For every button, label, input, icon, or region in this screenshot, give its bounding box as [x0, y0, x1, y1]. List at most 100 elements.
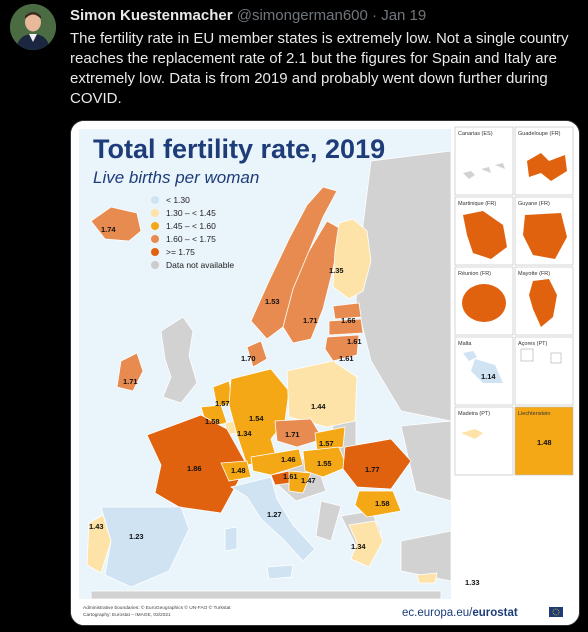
inset-label: Martinique (FR): [458, 201, 496, 207]
inset-acores-frame: [514, 336, 574, 406]
avatar-photo: [10, 4, 56, 50]
country-latvia: [328, 318, 364, 336]
value-liechtenstein: 1.48: [537, 438, 552, 447]
legend-swatch-130-145: [151, 209, 159, 217]
meta-separator: ·: [372, 7, 378, 24]
inset-label: Canarias (ES): [458, 131, 493, 137]
legend-label: Data not available: [166, 260, 234, 270]
inset-label: Mayotte (FR): [518, 271, 550, 277]
value-bulgaria: 1.58: [375, 499, 390, 508]
value-romania: 1.77: [365, 465, 380, 474]
inset-label: Réunion (FR): [458, 271, 491, 277]
map-legend: < 1.30 1.30 – < 1.45 1.45 – < 1.60 1.60 …: [151, 195, 234, 270]
value-labels: 1.74 1.71 1.53 1.71 1.35 1.66 1.61 1.61 …: [89, 225, 480, 587]
tweet-text: The fertility rate in EU member states i…: [70, 30, 569, 107]
country-iceland: [90, 206, 142, 242]
legend-label: < 1.30: [166, 195, 190, 205]
brand-domain: ec.europa.eu/: [402, 607, 473, 619]
martinique-shape: [463, 211, 507, 259]
value-germany: 1.54: [249, 414, 264, 423]
value-poland: 1.44: [311, 402, 326, 411]
value-czechia: 1.71: [285, 430, 300, 439]
value-belgium: 1.58: [205, 417, 220, 426]
map-title: Total fertility rate, 2019: [93, 134, 385, 164]
madeira-shape: [461, 429, 483, 439]
country-france: [146, 414, 248, 514]
island-sardinia: [224, 526, 238, 552]
eu-countries: [86, 186, 438, 588]
inset-label: Guyane (FR): [518, 201, 550, 207]
fertility-map: Total fertility rate, 2019 Live births p…: [71, 121, 579, 625]
value-portugal: 1.43: [89, 522, 104, 531]
value-slovakia: 1.57: [319, 439, 334, 448]
value-sweden: 1.71: [303, 316, 318, 325]
value-hungary: 1.55: [317, 459, 332, 468]
author-name[interactable]: Simon Kuestenmacher: [70, 7, 233, 24]
value-norway: 1.53: [265, 297, 280, 306]
value-austria: 1.46: [281, 455, 296, 464]
legend-swatch-145-160: [151, 222, 159, 230]
mayotte-shape: [529, 279, 557, 327]
legend-swatch-gte175: [151, 248, 159, 256]
country-portugal: [86, 514, 112, 574]
inset-label: Açores (PT): [518, 341, 548, 347]
legend-label: >= 1.75: [166, 247, 195, 257]
guadeloupe-shape: [527, 153, 567, 181]
country-romania: [342, 438, 412, 490]
author-handle[interactable]: @simongerman600: [236, 7, 368, 24]
legend-label: 1.30 – < 1.45: [166, 208, 216, 218]
country-germany: [228, 368, 290, 466]
acores-box: [550, 352, 562, 364]
tweet-media-image[interactable]: Total fertility rate, 2019 Live births p…: [70, 120, 580, 626]
value-malta: 1.14: [481, 372, 496, 381]
eurostat-brand: ec.europa.eu/eurostat: [402, 607, 518, 619]
legend-swatch-lt130: [151, 196, 159, 204]
value-france: 1.86: [187, 464, 202, 473]
inset-label: Liechtenstein: [518, 411, 550, 417]
map-credits-boundaries: Administrative boundaries: © EuroGeograp…: [83, 604, 231, 611]
value-spain: 1.23: [129, 532, 144, 541]
country-austria: [250, 448, 304, 476]
eu-flag-icon: [549, 607, 563, 617]
guyane-shape: [523, 213, 567, 259]
inset-label: Guadeloupe (FR): [518, 131, 561, 137]
country-switzerland: [220, 460, 252, 482]
inset-label: Malta: [458, 341, 472, 347]
non-eu-land: [90, 150, 452, 600]
country-denmark: [246, 340, 268, 368]
reunion-shape: [462, 284, 506, 322]
inset-liechtenstein-frame: [514, 406, 574, 476]
country-finland: [332, 218, 372, 300]
country-cyprus: [416, 572, 438, 584]
country-croatia: [288, 470, 312, 494]
legend-label: 1.60 – < 1.75: [166, 234, 216, 244]
country-norway: [250, 186, 338, 340]
map-subtitle: Live births per woman: [93, 168, 259, 187]
country-spain: [100, 506, 190, 588]
canarias-shape: [463, 163, 505, 179]
tweet-header: Simon Kuestenmacher @simongerman600 · Ja…: [70, 7, 426, 24]
value-croatia: 1.47: [301, 476, 316, 485]
author-avatar[interactable]: [10, 4, 56, 50]
brand-name: eurostat: [472, 607, 518, 619]
tweet-date[interactable]: Jan 19: [381, 7, 427, 24]
value-estonia: 1.66: [341, 316, 356, 325]
country-estonia: [332, 302, 362, 320]
island-sicily: [266, 564, 294, 580]
inset-canarias-frame: [454, 126, 514, 196]
inset-panels: Canarias (ES) Guadeloupe (FR) Martinique…: [454, 126, 574, 476]
value-luxembourg: 1.34: [237, 429, 252, 438]
country-czechia: [274, 418, 324, 448]
map-credits-cartography: Cartography: Eurostat – IMAGE, 03/2021: [83, 612, 171, 618]
legend-swatch-160-175: [151, 235, 159, 243]
country-bulgaria: [354, 490, 402, 518]
malta-shape: [463, 351, 503, 383]
country-slovakia: [314, 426, 346, 452]
inset-madeira-frame: [454, 406, 514, 476]
country-italy: [229, 476, 316, 562]
value-slovenia: 1.61: [283, 472, 298, 481]
value-italy: 1.27: [267, 510, 282, 519]
value-ireland: 1.71: [123, 377, 138, 386]
value-iceland: 1.74: [101, 225, 116, 234]
inset-label: Madeira (PT): [458, 411, 490, 417]
